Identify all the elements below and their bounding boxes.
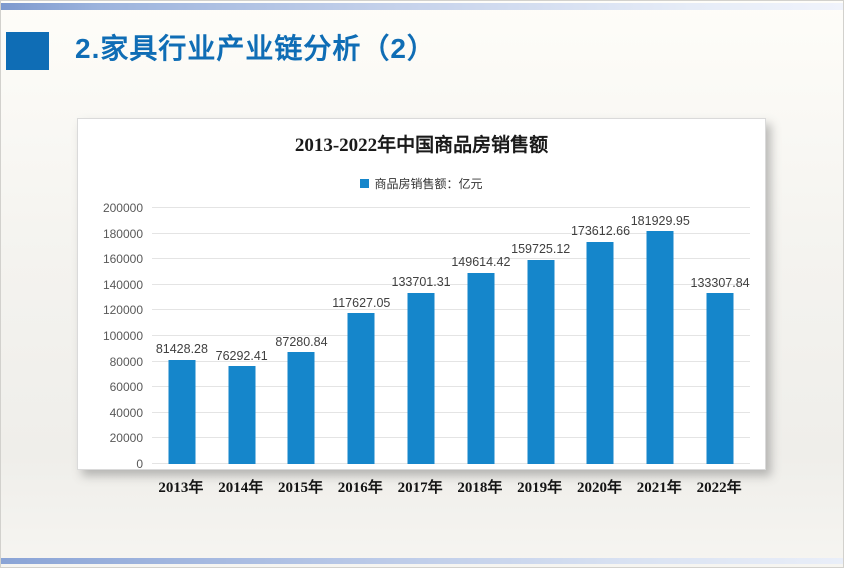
y-axis-tick-label: 20000 xyxy=(109,431,143,446)
bottom-decorative-bar xyxy=(1,558,843,564)
bar-value-label: 173612.66 xyxy=(570,224,631,239)
gridline xyxy=(152,309,750,311)
y-axis-tick-label: 40000 xyxy=(109,405,143,420)
bar-column: 159725.12 xyxy=(511,208,571,464)
x-axis-label: 2022年 xyxy=(696,480,742,496)
x-axis-label: 2017年 xyxy=(397,480,443,496)
x-axis-label: 2013年 xyxy=(158,480,204,496)
chart-legend: 商品房销售额：亿元 xyxy=(78,175,765,192)
gridline xyxy=(152,411,750,413)
bar[interactable] xyxy=(287,352,315,464)
legend-label: 商品房销售额：亿元 xyxy=(374,177,483,191)
bar-value-label: 159725.12 xyxy=(511,242,571,257)
bar[interactable] xyxy=(228,366,256,464)
bar-value-label: 81428.28 xyxy=(155,342,208,357)
x-axis-label: 2019年 xyxy=(517,480,563,496)
plot-area: 0 20000 40000 60000 80000 100000 120000 140000 1… xyxy=(103,202,750,470)
bar-value-label: 87280.84 xyxy=(275,334,328,349)
y-axis-tick-label: 160000 xyxy=(102,252,143,267)
bar[interactable] xyxy=(407,292,435,464)
y-axis-tick-label: 180000 xyxy=(102,226,143,241)
gridline xyxy=(152,283,750,285)
bar[interactable] xyxy=(646,231,674,464)
bar-column: 173612.66 xyxy=(571,208,631,464)
y-axis-tick-label: 0 xyxy=(136,457,143,471)
y-axis-tick-label: 120000 xyxy=(102,303,143,318)
bar-column: 117627.05 xyxy=(331,208,391,464)
bar-value-label: 76292.41 xyxy=(215,348,268,363)
bar-column: 133701.31 xyxy=(391,208,451,464)
gridline xyxy=(152,386,750,388)
chart-panel: 2013-2022年中国商品房销售额 商品房销售额：亿元 0 20000 40000… xyxy=(77,118,766,470)
gridline xyxy=(152,232,750,234)
x-axis-label: 2015年 xyxy=(277,480,323,496)
bar-value-label: 133701.31 xyxy=(391,275,451,290)
bar[interactable] xyxy=(168,359,196,464)
bar-column: 181929.95 xyxy=(630,208,690,464)
bar-value-label: 117627.05 xyxy=(332,295,391,310)
bar[interactable] xyxy=(527,259,555,464)
gridline xyxy=(152,335,750,336)
x-axis-label: 2016年 xyxy=(337,480,383,496)
bar-column: 87280.84 xyxy=(272,208,332,464)
title-accent-square xyxy=(6,32,49,70)
bar[interactable] xyxy=(467,272,495,464)
x-axis-label: 2014年 xyxy=(218,480,264,496)
y-axis-tick-label: 200000 xyxy=(102,201,143,215)
page-title: 2.家具行业产业链分析（2） xyxy=(75,33,436,64)
bar-value-label: 133307.84 xyxy=(690,275,750,290)
legend-swatch-icon xyxy=(360,179,370,188)
bar-value-label: 181929.95 xyxy=(630,213,690,228)
y-axis-tick-label: 80000 xyxy=(109,354,143,369)
bar[interactable] xyxy=(586,241,614,464)
top-decorative-bar xyxy=(1,3,843,10)
gridline xyxy=(152,360,750,362)
bar-column: 76292.41 xyxy=(212,208,272,464)
bar[interactable] xyxy=(706,293,734,464)
bar-column: 149614.42 xyxy=(451,208,511,464)
y-axis-tick-label: 140000 xyxy=(102,277,143,292)
x-axis-label: 2018年 xyxy=(457,480,503,496)
y-axis-tick-label: 60000 xyxy=(109,380,143,395)
gridline xyxy=(152,258,750,260)
chart-title: 2013-2022年中国商品房销售额 xyxy=(294,135,549,156)
y-axis-tick-label: 100000 xyxy=(102,329,143,343)
bar-value-label: 149614.42 xyxy=(451,255,511,269)
x-axis-label: 2020年 xyxy=(576,480,622,496)
gridline xyxy=(152,207,750,208)
x-axis-labels: 2013年 2014年 2015年 2016年 2017年 2018年 2019年 2020年… xyxy=(151,476,749,497)
bar[interactable] xyxy=(347,313,375,464)
gridline xyxy=(152,437,750,439)
bar-column: 133307.84 xyxy=(690,208,750,464)
x-axis-label: 2021年 xyxy=(636,480,682,496)
bar-column: 81428.28 xyxy=(152,208,212,464)
gridline xyxy=(152,463,750,464)
